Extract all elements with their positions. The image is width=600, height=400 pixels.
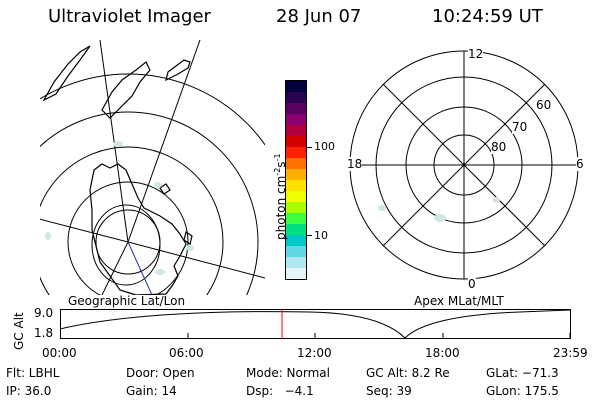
mlt-label-6: 6 xyxy=(576,157,584,171)
mlat-label-60: 60 xyxy=(536,98,552,112)
x-tick-2359: 23:59 xyxy=(553,346,588,360)
mlat-label-80: 80 xyxy=(491,140,507,154)
coastline-island xyxy=(183,231,193,245)
filter-info: Flt: LBHL xyxy=(6,366,60,380)
colorbar-tick xyxy=(307,147,312,148)
unit-text2: s xyxy=(274,161,288,168)
colorbar-band xyxy=(286,81,306,92)
dayglow-speckle xyxy=(186,245,194,251)
coastline-australia xyxy=(42,45,91,102)
x-tick-1800: 18:00 xyxy=(425,346,460,360)
polar-dayglow-speckle xyxy=(378,205,386,211)
lat-circle xyxy=(40,73,265,146)
coastline-island xyxy=(159,183,171,195)
colorbar-tick-10: 10 xyxy=(314,229,328,242)
y-tick-9: 9.0 xyxy=(34,306,54,320)
polar-dayglow xyxy=(378,197,500,222)
geographic-map xyxy=(40,40,265,295)
colorbar-band xyxy=(286,180,306,191)
dayglow-speckle xyxy=(154,182,162,188)
time-label: 10:24:59 UT xyxy=(432,6,543,27)
meridian-line xyxy=(127,40,201,243)
instrument-title: Ultraviolet Imager xyxy=(48,6,211,27)
colorbar-band xyxy=(286,191,306,202)
meridian-line xyxy=(40,218,129,243)
apex-label: Apex MLat/MLT xyxy=(414,294,504,308)
seq-info: Seq: 39 xyxy=(366,384,412,398)
polar-mlt-plot xyxy=(349,50,579,280)
gc-alt-axis-label: GC Alt xyxy=(12,312,26,350)
colorbar-band xyxy=(286,169,306,180)
dayglow-speckle xyxy=(113,141,123,147)
orbit-altitude-plot xyxy=(60,309,571,339)
colorbar-band xyxy=(286,224,306,235)
mlt-label-18: 18 xyxy=(347,157,363,171)
lat-circle xyxy=(40,111,259,295)
colorbar-band xyxy=(286,268,306,279)
lat-circle xyxy=(40,146,224,295)
geographic-label: Geographic Lat/Lon xyxy=(68,294,186,308)
coastline-antarctica xyxy=(89,163,187,295)
altitude-curve xyxy=(60,309,571,339)
colorbar-band xyxy=(286,213,306,224)
dayglow-speckle xyxy=(155,269,165,275)
polar-dayglow-speckle xyxy=(434,214,446,222)
colorbar-tick-100: 100 xyxy=(314,140,335,153)
colorbar-band xyxy=(286,235,306,246)
colorbar-band xyxy=(286,103,306,114)
unit-exp2: -1 xyxy=(273,153,282,162)
dayglow-speckles xyxy=(45,141,194,275)
colorbar-unit-label: photon cm-2s-1 xyxy=(273,153,288,240)
gc-alt-info: GC Alt: 8.2 Re xyxy=(366,366,450,380)
mlt-diagonal xyxy=(382,83,546,247)
polar-dayglow-speckle xyxy=(492,197,500,203)
door-info: Door: Open xyxy=(126,366,195,380)
coastline-newzealand xyxy=(101,61,151,119)
colorbar-band xyxy=(286,202,306,213)
date-label: 28 Jun 07 xyxy=(276,6,362,27)
colorbar-band xyxy=(286,114,306,125)
pole-ellipse xyxy=(91,204,161,286)
y-tick-1-8: 1.8 xyxy=(34,326,54,340)
x-tick-0000: 00:00 xyxy=(42,346,77,360)
unit-text: photon cm xyxy=(274,175,288,240)
midnight-meridian xyxy=(127,241,153,295)
mode-info: Mode: Normal xyxy=(246,366,330,380)
colorbar-band xyxy=(286,92,306,103)
mlat-label-70: 70 xyxy=(512,120,528,134)
glon-info: GLon: 175.5 xyxy=(486,384,559,398)
meridian-line xyxy=(127,241,265,279)
colorbar-band xyxy=(286,158,306,169)
x-tick-0600: 06:00 xyxy=(169,346,204,360)
coastline-newzealand xyxy=(165,59,191,82)
meridian-line xyxy=(101,241,129,295)
dsp-info: Dsp: −4.1 xyxy=(246,384,314,398)
x-tick-1200: 12:00 xyxy=(297,346,332,360)
gain-info: Gain: 14 xyxy=(126,384,177,398)
colorbar-band xyxy=(286,125,306,136)
mlt-label-12: 12 xyxy=(468,47,484,61)
colorbar-tick xyxy=(307,235,312,236)
colorbar-band xyxy=(286,136,306,147)
colorbar-band xyxy=(286,246,306,257)
mlt-label-0: 0 xyxy=(468,277,476,291)
ip-info: IP: 36.0 xyxy=(6,384,52,398)
colorbar-band xyxy=(286,257,306,268)
meridian-line xyxy=(99,40,129,243)
unit-exp1: -2 xyxy=(273,167,282,176)
colorbar-band xyxy=(286,147,306,158)
dayglow-speckle xyxy=(45,232,51,240)
colorbar xyxy=(285,80,307,280)
glat-info: GLat: −71.3 xyxy=(486,366,559,380)
